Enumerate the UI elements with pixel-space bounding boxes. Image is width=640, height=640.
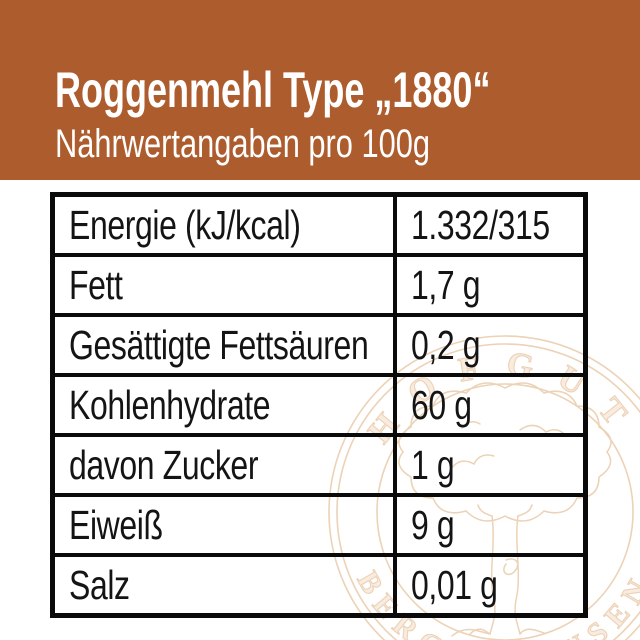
nutrient-value-cell: 60 g (393, 373, 588, 437)
header-band: Roggenmehl Type „1880“ Nährwertangaben p… (0, 0, 640, 180)
nutrient-value-cell: 0,01 g (393, 553, 588, 618)
table-row-fett: Fett 1,7 g (50, 253, 588, 317)
nutrient-label-cell: Gesättigte Fettsäuren (50, 313, 397, 377)
table-row-energie: Energie (kJ/kcal) 1.332/315 (50, 192, 588, 257)
nutrient-value-cell: 1,7 g (393, 253, 588, 317)
nutrient-value-cell: 1 g (393, 433, 588, 497)
nutrient-label-cell: davon Zucker (50, 433, 397, 497)
nutrient-label-cell: Energie (kJ/kcal) (50, 192, 397, 257)
nutrient-label-cell: Kohlenhydrate (50, 373, 397, 437)
nutrition-subtitle: Nährwertangaben pro 100g (55, 122, 431, 166)
table-row-eiweiss: Eiweiß 9 g (50, 493, 588, 557)
nutrient-value-cell: 9 g (393, 493, 588, 557)
table-row-davon-zucker: davon Zucker 1 g (50, 433, 588, 497)
table-row-kohlenhydrate: Kohlenhydrate 60 g (50, 373, 588, 437)
product-title: Roggenmehl Type „1880“ (55, 62, 491, 118)
table-row-salz: Salz 0,01 g (50, 553, 588, 618)
nutrition-table: Energie (kJ/kcal) 1.332/315 Fett 1,7 g G… (50, 192, 588, 618)
nutrient-value-cell: 1.332/315 (393, 192, 588, 257)
nutrient-value-cell: 0,2 g (393, 313, 588, 377)
nutrient-label-cell: Salz (50, 553, 397, 618)
nutrient-label-cell: Eiweiß (50, 493, 397, 557)
nutrient-label-cell: Fett (50, 253, 397, 317)
table-row-gesaettigte-fettsaeuren: Gesättigte Fettsäuren 0,2 g (50, 313, 588, 377)
